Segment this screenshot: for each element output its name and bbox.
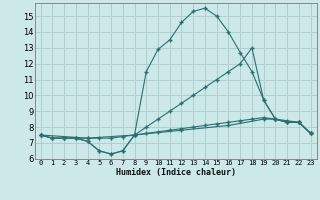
X-axis label: Humidex (Indice chaleur): Humidex (Indice chaleur) (116, 168, 236, 177)
